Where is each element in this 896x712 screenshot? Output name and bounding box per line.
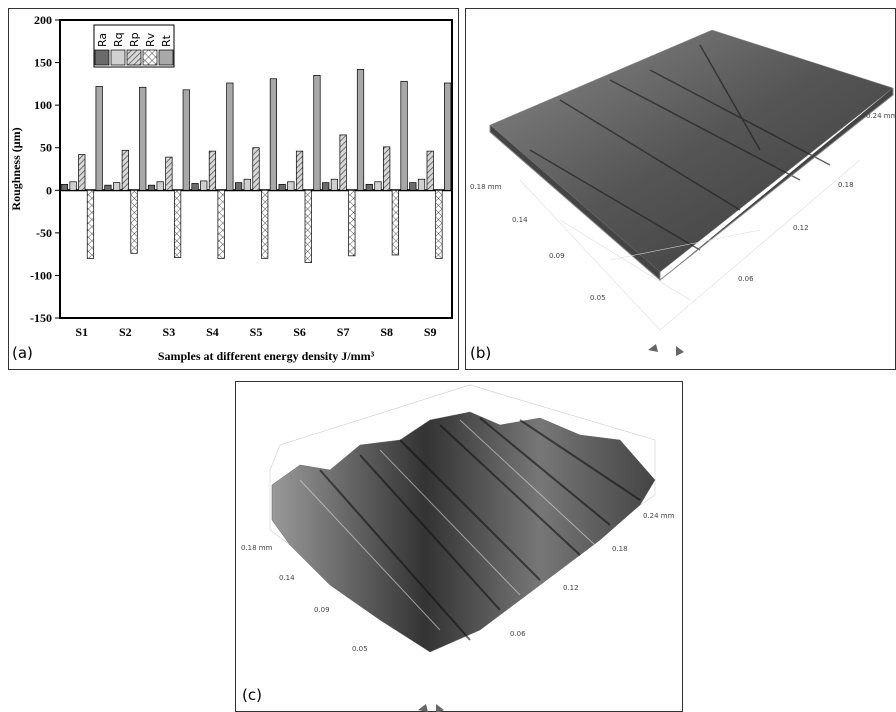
bar — [131, 190, 138, 253]
bar — [314, 75, 321, 190]
bar — [148, 185, 155, 190]
bar — [87, 190, 94, 258]
surface-axis-label: 0.14 — [512, 216, 528, 224]
x-tick-label: S4 — [206, 325, 219, 339]
x-tick-label: S1 — [75, 325, 88, 339]
legend-swatch — [159, 50, 173, 65]
legend-label: Ra — [96, 33, 109, 47]
bar — [61, 184, 68, 190]
bar — [305, 190, 312, 262]
bar — [427, 151, 434, 190]
surface-axis-label: 0.06 — [510, 630, 526, 638]
panel-label: (a) — [12, 344, 33, 362]
x-tick-label: S6 — [293, 325, 306, 339]
bar — [244, 179, 251, 190]
bar — [200, 181, 207, 190]
y-axis-label: Roughness (μm) — [9, 127, 23, 210]
bar — [279, 184, 286, 190]
x-tick-label: S2 — [119, 325, 132, 339]
legend-label: Rq — [112, 32, 125, 47]
bar — [340, 135, 347, 190]
legend-swatch — [95, 50, 109, 65]
bar — [227, 83, 234, 190]
bar — [349, 190, 356, 256]
surface-axis-label: 0.18 — [838, 181, 854, 189]
bar — [166, 157, 173, 190]
bar — [105, 185, 112, 190]
bar — [261, 190, 268, 258]
surface-axis-label: 0.05 — [352, 645, 368, 653]
y-tick-label: -150 — [30, 311, 52, 325]
y-tick-label: 150 — [34, 56, 52, 70]
panel-label: (c) — [242, 686, 262, 704]
legend-swatch — [111, 50, 125, 65]
bar — [296, 151, 303, 190]
panel-label: (b) — [470, 344, 491, 362]
legend-label: Rv — [144, 32, 157, 47]
surface-axis-label: 0.18 mm — [241, 544, 273, 552]
surface-c — [270, 385, 655, 712]
y-tick-label: -100 — [30, 268, 52, 282]
bar — [357, 69, 364, 190]
surface-axis-label: 0.24 mm — [866, 112, 896, 120]
y-tick-label: 200 — [34, 13, 52, 27]
surface-axis-label: 0.24 mm — [643, 512, 675, 520]
y-tick-label: 0 — [46, 183, 52, 197]
bar — [366, 184, 373, 190]
bar — [70, 182, 77, 191]
surface-axis-label: 0.12 — [563, 584, 579, 592]
bar — [331, 179, 338, 190]
surface-axis-label: 0.14 — [279, 574, 295, 582]
surface-axis-label: 0.18 — [612, 545, 628, 553]
bar — [157, 182, 164, 191]
figure: (a) (b) (c) -150 -100 -50 0 50 100 150 200 Rough… — [0, 0, 896, 712]
legend-swatch — [127, 50, 141, 65]
surface-b — [490, 30, 893, 356]
bar — [288, 182, 295, 191]
bar — [418, 179, 425, 190]
bar — [192, 183, 199, 190]
bar — [122, 150, 129, 190]
bar — [96, 86, 103, 190]
bar — [436, 190, 443, 258]
bar — [322, 183, 329, 191]
bar — [270, 79, 277, 191]
bar — [375, 182, 382, 191]
bar — [410, 183, 417, 191]
bar — [113, 183, 120, 191]
surface-axis-label: 0.18 mm — [470, 183, 502, 191]
bar — [253, 148, 260, 191]
surface-axis-label: 0.12 — [793, 224, 809, 232]
legend-swatch — [143, 50, 157, 65]
legend-label: Rt — [160, 34, 173, 47]
bar — [401, 81, 408, 190]
surface-axis-label: 0.06 — [738, 275, 754, 283]
x-tick-label: S8 — [380, 325, 393, 339]
bar — [218, 190, 225, 258]
y-tick-label: 100 — [34, 98, 52, 112]
bar — [174, 190, 181, 257]
bar — [183, 90, 190, 190]
bar — [209, 151, 216, 190]
surface-axis-label: 0.09 — [549, 252, 565, 260]
bar — [139, 87, 146, 190]
x-axis-label: Samples at different energy density J/mm… — [158, 349, 375, 363]
bar — [235, 183, 242, 191]
bar — [383, 147, 390, 190]
x-tick-label: S9 — [424, 325, 437, 339]
x-tick-label: S7 — [337, 325, 350, 339]
y-tick-label: 50 — [40, 141, 52, 155]
y-tick-label: -50 — [36, 226, 52, 240]
surface-axis-label: 0.05 — [590, 294, 606, 302]
x-tick-label: S3 — [163, 325, 176, 339]
bar — [392, 190, 399, 255]
surface-axis-label: 0.09 — [314, 606, 330, 614]
bar — [79, 155, 86, 191]
x-tick-label: S5 — [250, 325, 263, 339]
bar — [444, 83, 451, 190]
legend-label: Rp — [128, 32, 141, 47]
